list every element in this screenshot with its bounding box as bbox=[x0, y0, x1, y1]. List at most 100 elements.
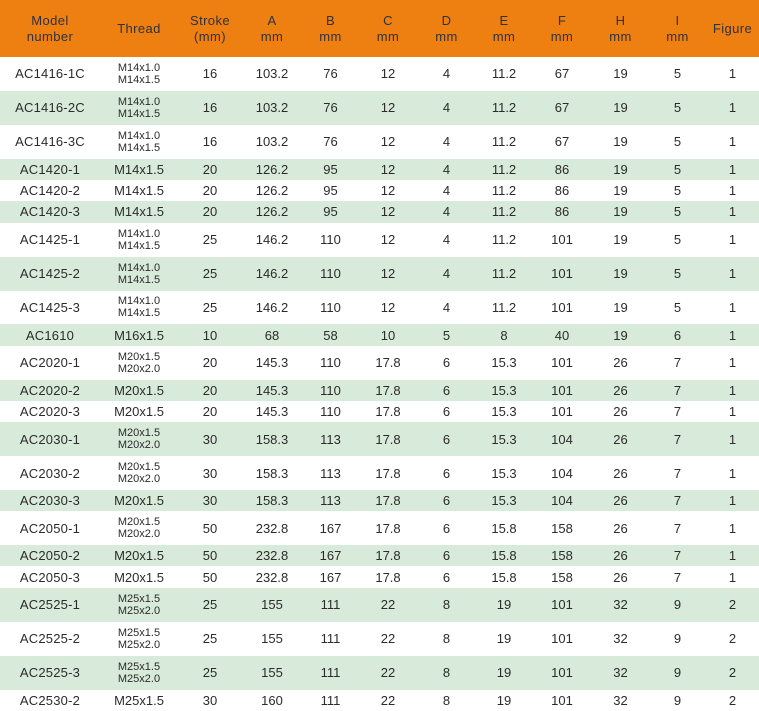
cell-c: 12 bbox=[380, 204, 396, 220]
cell-b: 95 bbox=[323, 204, 338, 220]
cell-i: 5 bbox=[673, 66, 682, 82]
cell-i: 5 bbox=[673, 162, 682, 178]
cell-b: 76 bbox=[323, 66, 338, 82]
cell-d: 4 bbox=[442, 162, 451, 178]
cell-i: 7 bbox=[673, 382, 682, 398]
table-row: AC2050-2 M20x1.5 50 232.8 167 17.8 6 15.8 158 26 7… bbox=[0, 545, 759, 567]
table-row: AC1416-1C M14x1.0 M14x1.5 16 103.2 76 12 4 11.2 6… bbox=[0, 57, 759, 91]
cell-i: 7 bbox=[673, 520, 682, 536]
table-row: AC2525-1 M25x1.5 M25x2.0 25 155 111 22 8 19 101 32… bbox=[0, 587, 759, 622]
cell-b: 167 bbox=[319, 548, 342, 564]
cell-figure: 1 bbox=[728, 299, 737, 315]
cell-model: AC1425-3 bbox=[19, 299, 81, 315]
cell-c: 22 bbox=[380, 597, 396, 613]
cell-b: 113 bbox=[320, 431, 341, 447]
cell-model: AC2525-2 bbox=[19, 631, 81, 647]
cell-h: 19 bbox=[613, 327, 628, 343]
cell-b: 110 bbox=[320, 403, 341, 419]
cell-stroke: 30 bbox=[202, 431, 218, 447]
cell-e: 11.2 bbox=[491, 232, 517, 248]
cell-f: 86 bbox=[554, 162, 570, 178]
cell-figure: 1 bbox=[728, 403, 737, 419]
cell-model: AC1425-2 bbox=[19, 266, 81, 282]
cell-c: 12 bbox=[380, 266, 396, 282]
cell-a: 145.3 bbox=[255, 403, 289, 419]
cell-stroke: 20 bbox=[202, 382, 218, 398]
cell-figure: 1 bbox=[728, 493, 737, 509]
cell-e: 19 bbox=[496, 597, 512, 613]
cell-figure: 1 bbox=[728, 382, 737, 398]
cell-stroke: 25 bbox=[202, 631, 218, 647]
cell-a: 158.3 bbox=[255, 493, 289, 509]
cell-i: 7 bbox=[673, 569, 682, 585]
cell-a: 146.2 bbox=[255, 232, 289, 248]
cell-i: 7 bbox=[673, 355, 682, 371]
cell-f: 158 bbox=[551, 548, 573, 564]
cell-i: 7 bbox=[673, 493, 682, 509]
col-header-stroke: Stroke (mm) bbox=[178, 0, 242, 57]
cell-thread: M14x1.0 M14x1.5 bbox=[117, 227, 161, 252]
cell-d: 6 bbox=[442, 493, 451, 509]
cell-thread: M20x1.5 M20x2.0 bbox=[117, 516, 161, 541]
cell-e: 11.2 bbox=[491, 162, 517, 178]
cell-a: 126.2 bbox=[255, 183, 289, 199]
cell-a: 103.2 bbox=[255, 134, 289, 150]
cell-c: 17.8 bbox=[375, 493, 401, 509]
cell-e: 15.3 bbox=[491, 431, 517, 447]
cell-f: 67 bbox=[554, 100, 570, 116]
cell-e: 15.8 bbox=[491, 569, 517, 585]
cell-d: 6 bbox=[442, 403, 451, 419]
cell-b: 111 bbox=[320, 692, 341, 708]
table-row: AC1420-1 M14x1.5 20 126.2 95 12 4 11.2 86 19 5 1 bbox=[0, 158, 759, 181]
cell-i: 9 bbox=[673, 665, 682, 681]
cell-model: AC1416-1C bbox=[15, 66, 85, 82]
cell-e: 15.3 bbox=[491, 355, 517, 371]
cell-b: 95 bbox=[323, 183, 338, 199]
cell-stroke: 20 bbox=[202, 355, 218, 371]
cell-i: 5 bbox=[673, 232, 682, 248]
table-row: AC2525-2 M25x1.5 M25x2.0 25 155 111 22 8 19 101 32… bbox=[0, 621, 759, 656]
cell-figure: 1 bbox=[728, 183, 737, 199]
cell-b: 95 bbox=[323, 162, 338, 178]
cell-model: AC2030-3 bbox=[19, 493, 81, 509]
cell-d: 4 bbox=[442, 204, 451, 220]
table-row: AC2030-2 M20x1.5 M20x2.0 30 158.3 113 17.8 6 15.… bbox=[0, 456, 759, 491]
cell-i: 9 bbox=[673, 692, 682, 708]
cell-i: 5 bbox=[673, 299, 682, 315]
cell-e: 11.2 bbox=[491, 66, 517, 82]
cell-b: 111 bbox=[320, 597, 341, 613]
cell-figure: 2 bbox=[728, 597, 737, 613]
cell-f: 101 bbox=[551, 299, 573, 315]
cell-e: 15.3 bbox=[491, 382, 517, 398]
cell-f: 101 bbox=[551, 692, 573, 708]
cell-stroke: 50 bbox=[202, 569, 218, 585]
cell-thread: M20x1.5 bbox=[114, 493, 164, 509]
cell-e: 15.3 bbox=[491, 403, 517, 419]
cell-stroke: 30 bbox=[202, 692, 218, 708]
cell-d: 8 bbox=[442, 631, 451, 647]
cell-c: 17.8 bbox=[375, 403, 401, 419]
cell-h: 26 bbox=[613, 382, 628, 398]
table-row: AC1416-3C M14x1.0 M14x1.5 16 103.2 76 12 4 11.2 6… bbox=[0, 124, 759, 159]
cell-stroke: 10 bbox=[202, 327, 218, 343]
cell-b: 110 bbox=[320, 266, 341, 282]
table-row: AC2525-3 M25x1.5 M25x2.0 25 155 111 22 8 19 101 32… bbox=[0, 655, 759, 690]
cell-figure: 1 bbox=[728, 548, 737, 564]
cell-model: AC1425-1 bbox=[19, 232, 81, 248]
cell-d: 4 bbox=[442, 299, 451, 315]
cell-b: 111 bbox=[320, 631, 341, 647]
cell-b: 110 bbox=[320, 299, 341, 315]
cell-c: 17.8 bbox=[375, 548, 401, 564]
cell-f: 104 bbox=[551, 431, 573, 447]
cell-c: 12 bbox=[380, 232, 396, 248]
cell-figure: 1 bbox=[728, 355, 737, 371]
cell-f: 158 bbox=[551, 520, 573, 536]
cell-h: 19 bbox=[613, 162, 628, 178]
cell-e: 11.2 bbox=[491, 299, 517, 315]
table-row: AC1425-2 M14x1.0 M14x1.5 25 146.2 110 12 4 11.2 1… bbox=[0, 256, 759, 291]
cell-e: 11.2 bbox=[491, 134, 517, 150]
cell-stroke: 25 bbox=[202, 299, 218, 315]
